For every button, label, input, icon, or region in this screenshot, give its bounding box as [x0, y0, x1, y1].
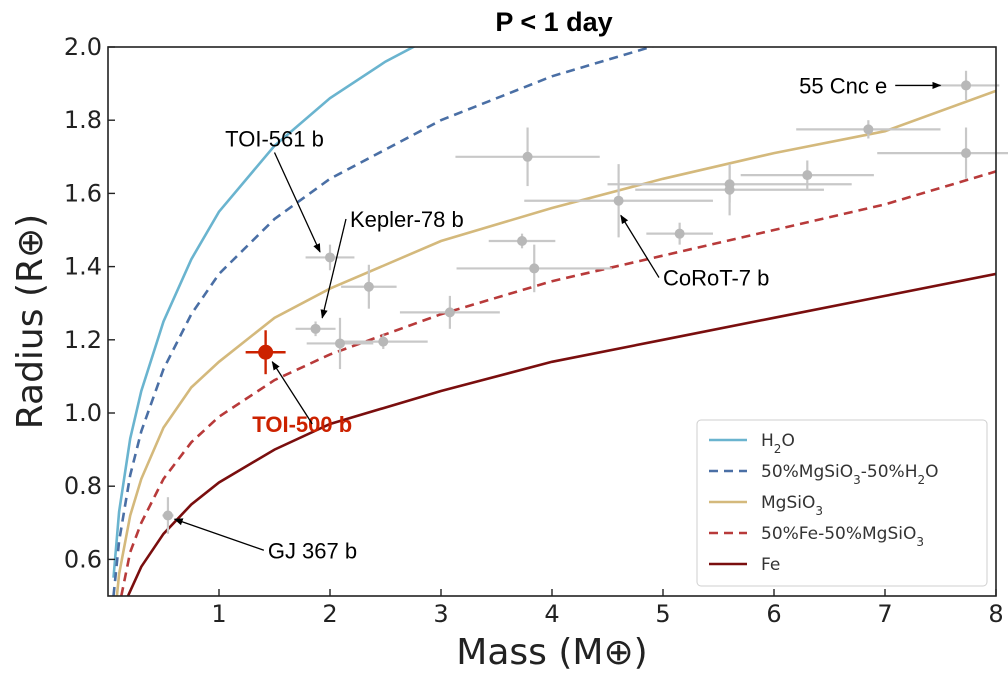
planet-point-10: [613, 195, 624, 206]
planet-point-11: [674, 228, 685, 239]
y-tick-label-1: 0.8: [64, 472, 102, 500]
y-tick-label-5: 1.6: [64, 179, 102, 207]
x-tick-label-4: 5: [655, 600, 670, 628]
annotation-label-0: 55 Cnc e: [799, 73, 887, 98]
legend: H2O 50%MgSiO3-50%H2O MgSiO3 50%Fe-50%MgSiO3…: [696, 419, 988, 587]
y-tick-label-6: 1.8: [64, 106, 102, 134]
planet-point-4: [363, 281, 374, 292]
y-axis-label: Radius (R⊕): [10, 214, 51, 429]
annotation-label-2: Kepler-78 b: [350, 207, 464, 232]
y-tick-label-0: 0.6: [64, 545, 102, 573]
y-tick-label-7: 2.0: [64, 33, 102, 61]
axis-ticks: 1 2 3 4 5 6 7 8 0.6 0.8 1.0 1.2 1.4 1.6 1.8 2.0: [64, 33, 1004, 628]
planet-point-17: [961, 80, 972, 91]
planet-point-14: [802, 170, 813, 181]
legend-label-4: Fe: [761, 555, 780, 575]
curve-1: [112, 47, 656, 596]
legend-box: [696, 419, 988, 587]
planet-point-1: [310, 323, 321, 334]
x-tick-label-6: 7: [877, 600, 892, 628]
planet-point-2: [325, 252, 335, 263]
planet-point-9: [529, 263, 540, 274]
x-tick-label-1: 2: [322, 600, 337, 628]
x-tick-label-5: 6: [766, 600, 781, 628]
planet-point-5: [378, 336, 389, 347]
planet-points: [162, 80, 972, 521]
annotation-arrow-2: [320, 218, 347, 319]
annotation-label-1: TOI-561 b: [225, 127, 324, 152]
planet-point-3: [334, 338, 345, 349]
annotation-arrow-4: [271, 361, 313, 425]
annotation-label-3: CoRoT-7 b: [663, 266, 769, 291]
x-axis-label: Mass (M⊕): [456, 632, 647, 673]
annotation-arrow-5: [173, 518, 265, 551]
x-tick-label-2: 3: [433, 600, 448, 628]
annotation-arrow-1: [273, 152, 321, 253]
curve-2: [115, 89, 996, 596]
legend-label-1: 50%MgSiO3-50%H2O: [761, 462, 939, 487]
legend-label-0: H2O: [761, 431, 795, 456]
y-tick-label-3: 1.2: [64, 326, 102, 354]
curve-0: [112, 47, 417, 578]
highlight-point: [258, 344, 274, 360]
composition-curves: [112, 47, 996, 596]
planet-point-15: [863, 124, 874, 135]
planet-point-13: [724, 184, 735, 195]
curve-4: [126, 272, 996, 596]
planet-point-8: [522, 151, 533, 162]
annotation-arrow-3: [620, 214, 660, 278]
x-tick-label-0: 1: [211, 600, 226, 628]
chart-title: P < 1 day: [495, 7, 612, 37]
planet-annotations: 55 Cnc e TOI-561 b Kepler-78 b CoRoT-7 b TOI…: [173, 73, 942, 563]
curve-3: [120, 170, 996, 596]
planet-point-6: [444, 307, 455, 318]
x-tick-label-7: 8: [988, 600, 1003, 628]
planet-point-16: [961, 148, 972, 159]
planet-point-0: [162, 510, 173, 521]
legend-label-2: MgSiO3: [761, 493, 823, 518]
planet-point-7: [517, 235, 528, 246]
legend-label-3: 50%Fe-50%MgSiO3: [761, 524, 924, 549]
annotation-label-4: TOI-500 b: [252, 412, 352, 437]
x-tick-label-3: 4: [544, 600, 559, 628]
annotation-label-5: GJ 367 b: [268, 538, 357, 563]
y-tick-label-4: 1.4: [64, 253, 102, 281]
y-tick-label-2: 1.0: [64, 399, 102, 427]
